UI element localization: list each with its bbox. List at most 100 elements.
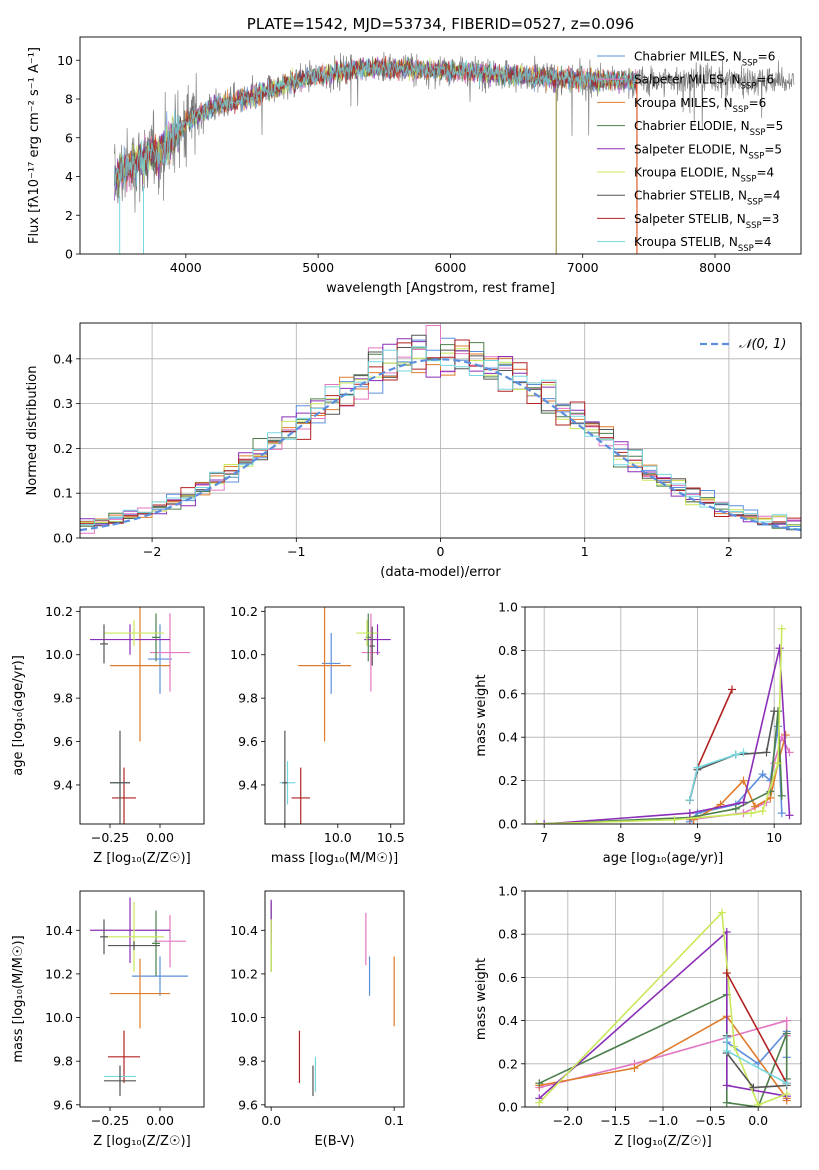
x-tick-label: 10 [766, 830, 782, 845]
legend-subscript: SSP [750, 128, 766, 138]
age_vs_mass-points [279, 607, 391, 824]
x-tick-label: −1 [287, 544, 305, 559]
plus-marker [777, 791, 786, 800]
y-tick-label: 10.2 [230, 966, 258, 981]
weight-series-line [726, 972, 788, 1084]
error-bar-point [112, 767, 136, 824]
y-tick-label: 10.0 [230, 1010, 258, 1025]
x-tick-label: −2.0 [553, 1113, 583, 1128]
legend-entry: 𝒩(0, 1) [739, 337, 786, 352]
y-tick-label: 8 [65, 92, 73, 107]
weight-series-line [726, 1037, 788, 1084]
normal-curve [80, 358, 801, 532]
weight-series-line [726, 1035, 787, 1089]
plus-marker [782, 1079, 791, 1088]
x-axis-label: Z [log₁₀(Z/Z☉)] [93, 851, 190, 866]
y-tick-label: 2 [65, 208, 73, 223]
x-tick-label: 6000 [435, 260, 467, 275]
legend-entry: Kroupa MILES, NSSP=6 [634, 96, 766, 115]
plus-marker [739, 798, 748, 807]
histogram-frame [79, 322, 802, 539]
x-tick-label: −0.5 [695, 1113, 725, 1128]
y-tick-label: 9.6 [53, 1097, 73, 1112]
mass_vs_ebv-points [270, 899, 395, 1097]
error-bar-point [90, 624, 170, 655]
histogram-series [80, 346, 801, 530]
x-tick-label: 9 [694, 830, 702, 845]
y-tick-label: 0.6 [498, 970, 518, 985]
legend-entry: Chabrier MILES, NSSP=6 [634, 50, 775, 69]
error-bar-point [104, 901, 164, 972]
legend-subscript: SSP [733, 105, 749, 115]
error-bar-point [90, 897, 170, 963]
plus-marker [731, 804, 740, 813]
legend-entry: Kroupa ELODIE, NSSP=4 [634, 166, 774, 185]
age_vs_Z-axes: −0.25 0.00 9.4 9.6 9.8 10.0 10.2 Z [log₁₀(Z/Z☉)… [11, 604, 191, 866]
y-tick-label: 9.8 [53, 691, 73, 706]
x-axis-label: Z [log₁₀(Z/Z☉)] [614, 1134, 711, 1149]
y-tick-label: 9.8 [238, 691, 258, 706]
plus-marker [785, 748, 794, 757]
x-tick-label: 4000 [170, 260, 202, 275]
mass_vs_Z-axes: −0.25 0.00 9.6 9.8 10.0 10.2 10.4 Z [log₁₀(Z/Z☉… [11, 923, 191, 1149]
age_vs_Z-points [90, 607, 190, 824]
plus-marker [535, 1079, 544, 1088]
x-tick-label: 8000 [699, 260, 731, 275]
y-axis-label: age [log₁₀(age/yr)] [11, 655, 26, 776]
plus-marker [777, 809, 786, 818]
error-bar-point [108, 1030, 140, 1083]
y-tick-label: 9.6 [53, 734, 73, 749]
plus-marker [670, 815, 679, 824]
y-tick-label: 0.0 [498, 1100, 518, 1115]
weight-series-line [539, 1019, 788, 1089]
spectrum-frame [79, 36, 802, 255]
mass_vs_Z-points [90, 897, 188, 1097]
legend-entry: Chabrier ELODIE, NSSP=5 [634, 119, 783, 138]
y-tick-label: 0.2 [498, 773, 518, 788]
y-tick-label: 10.2 [45, 966, 73, 981]
y-tick-label: 10.2 [45, 604, 73, 619]
y-axis-label: mass [log₁₀(M/M☉)] [11, 935, 26, 1062]
y-tick-label: 0.4 [53, 351, 73, 366]
error-bar-point [154, 915, 186, 968]
x-tick-label: 1 [581, 544, 589, 559]
error-bar-point [108, 941, 160, 950]
y-tick-label: 9.8 [238, 1054, 258, 1069]
y-tick-label: 0.2 [498, 1056, 518, 1071]
y-tick-label: 10.0 [45, 647, 73, 662]
plus-marker [777, 624, 786, 633]
y-tick-label: 0.8 [498, 927, 518, 942]
y-axis-label: mass weight [474, 958, 489, 1040]
plus-marker [785, 811, 794, 820]
y-tick-label: 0.6 [498, 686, 518, 701]
weight_vs_Z-frame [524, 890, 802, 1108]
plus-marker [782, 1016, 791, 1025]
weight_vs_age-axes: 7 8 9 10 0.0 0.2 0.4 0.6 0.8 1.0 age [log₁₀(age/yr… [474, 600, 801, 866]
y-tick-label: 0 [65, 247, 73, 262]
mass_vs_ebv-frame [264, 890, 405, 1108]
y-tick-label: 10.0 [45, 1010, 73, 1025]
plus-marker [770, 707, 779, 716]
y-tick-label: 0.4 [498, 1013, 518, 1028]
weight_vs_Z-series [535, 908, 791, 1107]
error-bar-point [104, 1065, 136, 1097]
error-bar-point [148, 624, 172, 694]
x-axis-label: (data-model)/error [380, 565, 501, 580]
histogram-series [80, 338, 801, 525]
legend-subscript: SSP [747, 198, 763, 208]
x-tick-label: 10.5 [377, 830, 405, 845]
legend-subscript: SSP [741, 82, 757, 92]
y-tick-label: 0.0 [498, 817, 518, 832]
plus-marker [739, 776, 748, 785]
x-axis-label: E(B-V) [314, 1134, 354, 1149]
histogram-steps [80, 325, 801, 534]
y-axis-label: Normed distribution [25, 366, 40, 496]
y-tick-label: 10 [57, 53, 73, 68]
chart-title: PLATE=1542, MJD=53734, FIBERID=0527, z=0… [247, 15, 634, 33]
error-bar-point [100, 624, 108, 664]
plus-marker [782, 1029, 791, 1038]
plus-marker [754, 1100, 763, 1107]
plus-marker [535, 1098, 544, 1107]
x-axis-label: age [log₁₀(age/yr)] [603, 851, 724, 866]
y-tick-label: 0.3 [53, 396, 73, 411]
